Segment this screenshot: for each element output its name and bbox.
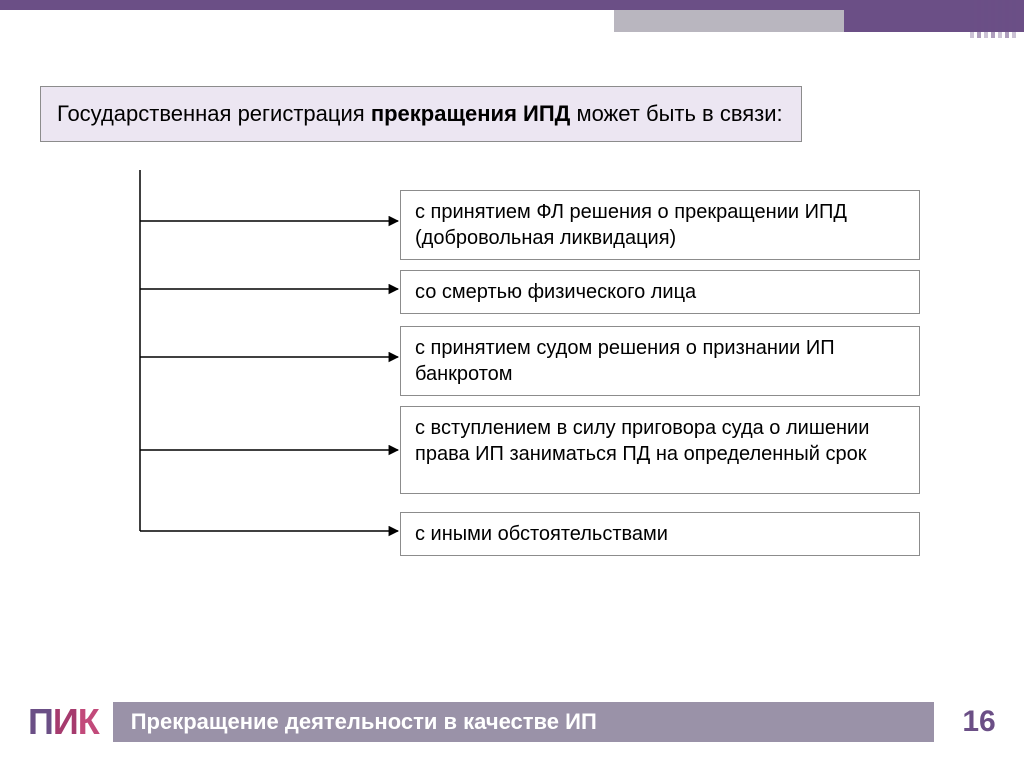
item-text: с принятием судом решения о признании ИП…: [415, 337, 835, 385]
item-text: с принятием ФЛ решения о прекращении ИПД…: [415, 201, 847, 249]
footer-title: Прекращение деятельности в качестве ИП: [131, 709, 597, 735]
logo: П И К: [28, 701, 99, 743]
item-text: с иными обстоятельствами: [415, 523, 668, 545]
item-box: с вступлением в силу приговора суда о ли…: [400, 406, 920, 494]
item-text: со смертью физического лица: [415, 281, 696, 303]
footer: П И К Прекращение деятельности в качеств…: [0, 698, 1024, 746]
page-number: 16: [934, 705, 1024, 739]
diagram: с принятием ФЛ решения о прекращении ИПД…: [0, 170, 1024, 680]
top-accent: [614, 10, 1024, 32]
slide: Государственная регистрация прекращения …: [0, 0, 1024, 768]
header-box: Государственная регистрация прекращения …: [40, 86, 802, 142]
item-box: с иными обстоятельствами: [400, 512, 920, 556]
footer-title-bar: Прекращение деятельности в качестве ИП: [113, 702, 934, 742]
top-bar: [0, 0, 1024, 10]
header-pre: Государственная регистрация: [57, 101, 371, 126]
logo-i: И: [53, 701, 78, 743]
item-box: со смертью физического лица: [400, 270, 920, 314]
header-bold: прекращения ИПД: [371, 101, 571, 126]
item-box: с принятием судом решения о признании ИП…: [400, 326, 920, 396]
logo-p: П: [28, 701, 53, 743]
item-text: с вступлением в силу приговора суда о ли…: [415, 417, 869, 465]
corner-stripes: [970, 0, 1016, 38]
item-box: с принятием ФЛ решения о прекращении ИПД…: [400, 190, 920, 260]
logo-k: К: [78, 701, 99, 743]
header-post: может быть в связи:: [570, 101, 782, 126]
